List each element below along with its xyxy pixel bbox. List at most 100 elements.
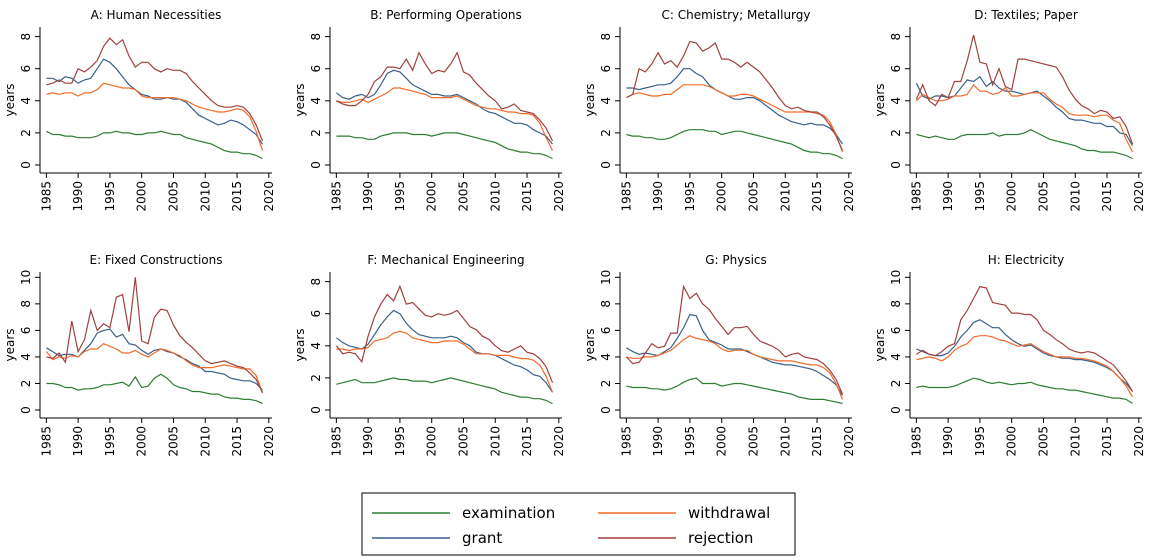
y-tick-label: 8	[599, 33, 613, 41]
x-tick-label: 2005	[456, 181, 470, 212]
y-tick-label: 8	[309, 33, 323, 41]
y-tick-label: 4	[19, 97, 33, 105]
panel-title: A: Human Necessities	[91, 8, 222, 22]
x-tick-label: 1995	[973, 426, 987, 457]
x-tick-label: 2005	[166, 426, 180, 457]
y-tick-label: 10	[599, 270, 613, 285]
y-tick-label: 4	[599, 353, 613, 361]
y-tick-label: 4	[19, 353, 33, 361]
y-tick-label: 8	[889, 33, 903, 41]
x-tick-label: 2015	[1100, 426, 1114, 457]
x-tick-label: 1995	[683, 426, 697, 457]
y-tick-label: 8	[19, 300, 33, 308]
x-tick-label: 2000	[135, 181, 149, 212]
x-tick-label: 2010	[778, 181, 792, 212]
y-axis-label: years	[583, 328, 597, 361]
series-line	[336, 132, 553, 160]
x-tick-label: 2015	[230, 426, 244, 457]
x-tick-label: 2015	[520, 181, 534, 212]
y-tick-label: 10	[889, 270, 903, 285]
y-tick-label: 0	[19, 406, 33, 414]
y-tick-label: 0	[309, 406, 323, 414]
x-tick-label: 1990	[361, 426, 375, 457]
x-tick-label: 1990	[651, 181, 665, 212]
panel-title: E: Fixed Constructions	[89, 253, 222, 267]
x-tick-label: 1995	[103, 181, 117, 212]
y-tick-label: 6	[19, 327, 33, 335]
y-axis-label: years	[293, 328, 307, 361]
x-tick-label: 1985	[329, 181, 343, 212]
series-line	[916, 129, 1133, 160]
y-tick-label: 2	[19, 380, 33, 388]
series-line	[46, 373, 263, 404]
series-line	[45, 343, 264, 394]
x-tick-label: 2020	[842, 426, 856, 457]
y-tick-label: 6	[889, 65, 903, 73]
y-tick-label: 4	[309, 342, 323, 350]
x-tick-label: 2020	[262, 426, 276, 457]
y-tick-label: 0	[599, 406, 613, 414]
x-tick-label: 2010	[1068, 181, 1082, 212]
panel-title: B: Performing Operations	[370, 8, 522, 22]
series-line	[336, 330, 554, 393]
y-axis-label: years	[3, 328, 17, 361]
panel-title: D: Textiles; Paper	[974, 8, 1078, 22]
y-tick-label: 2	[599, 380, 613, 388]
y-tick-label: 2	[19, 129, 33, 137]
x-tick-label: 2000	[135, 426, 149, 457]
x-tick-label: 1985	[619, 181, 633, 212]
legend-label: withdrawal	[688, 504, 770, 522]
x-tick-label: 1985	[39, 426, 53, 457]
y-tick-label: 2	[309, 374, 323, 382]
series-line	[916, 285, 1134, 392]
x-tick-label: 1990	[71, 426, 85, 457]
x-tick-label: 2015	[520, 426, 534, 457]
y-tick-label: 6	[309, 65, 323, 73]
x-tick-label: 1990	[941, 426, 955, 457]
y-tick-label: 0	[599, 161, 613, 169]
x-tick-label: 2020	[1132, 426, 1146, 457]
series-line	[916, 319, 1133, 392]
x-tick-label: 2005	[166, 181, 180, 212]
x-tick-label: 2015	[810, 426, 824, 457]
x-tick-label: 2000	[715, 426, 729, 457]
x-tick-label: 2020	[552, 181, 566, 212]
series-line	[46, 37, 264, 142]
x-tick-label: 2015	[1100, 181, 1114, 212]
x-tick-label: 2010	[778, 426, 792, 457]
x-tick-label: 1985	[909, 426, 923, 457]
series-line	[335, 284, 554, 383]
x-tick-label: 1990	[941, 181, 955, 212]
y-tick-label: 0	[309, 161, 323, 169]
legend-label: grant	[462, 529, 502, 547]
y-axis-label: years	[3, 83, 17, 116]
series-line	[916, 335, 1134, 398]
series-line	[626, 129, 843, 160]
series-line	[915, 83, 1134, 153]
panel-title: G: Physics	[705, 253, 767, 267]
x-tick-label: 1985	[39, 181, 53, 212]
x-tick-label: 2020	[1132, 181, 1146, 212]
y-tick-label: 8	[309, 278, 323, 286]
y-tick-label: 0	[889, 406, 903, 414]
x-tick-label: 2000	[425, 181, 439, 212]
y-tick-label: 2	[889, 129, 903, 137]
x-tick-label: 1990	[651, 426, 665, 457]
series-line	[46, 58, 263, 145]
series-line	[625, 284, 844, 395]
series-line	[46, 130, 263, 160]
legend-label: rejection	[688, 529, 753, 547]
y-tick-label: 6	[599, 327, 613, 335]
x-tick-label: 2020	[262, 181, 276, 212]
y-axis-label: years	[873, 328, 887, 361]
y-tick-label: 4	[309, 97, 323, 105]
y-tick-label: 8	[889, 300, 903, 308]
x-tick-label: 2010	[488, 181, 502, 212]
series-line	[336, 69, 553, 145]
x-tick-label: 1990	[71, 181, 85, 212]
x-tick-label: 1995	[103, 426, 117, 457]
x-tick-label: 2015	[230, 181, 244, 212]
x-tick-label: 1995	[973, 181, 987, 212]
y-tick-label: 6	[889, 327, 903, 335]
x-tick-label: 2000	[715, 181, 729, 212]
